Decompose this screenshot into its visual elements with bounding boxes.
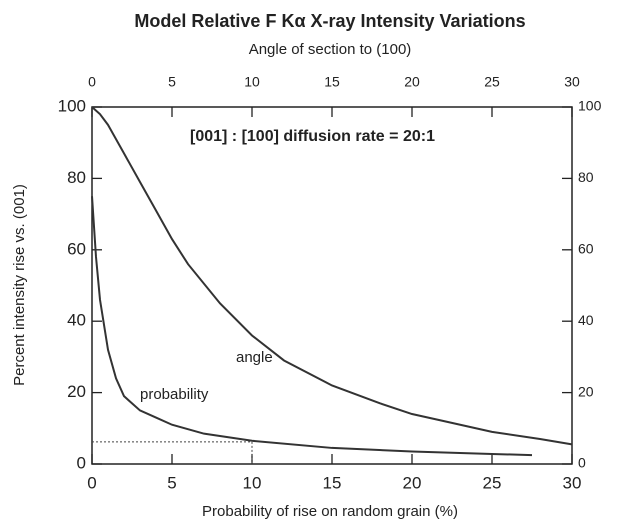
y-tick-label: 40 (67, 311, 86, 330)
y2-tick-label: 80 (578, 169, 594, 185)
y2-tick-label: 0 (578, 455, 586, 471)
y2-tick-label: 40 (578, 312, 594, 328)
x-tick-label: 15 (323, 473, 342, 492)
x2-tick-label: 15 (324, 74, 340, 90)
y-tick-label: 80 (67, 168, 86, 187)
y2-tick-label: 20 (578, 383, 594, 399)
x-tick-label: 5 (167, 473, 176, 492)
y-tick-label: 0 (77, 453, 86, 472)
x-tick-label: 0 (87, 473, 96, 492)
x-tick-label: 30 (563, 473, 582, 492)
x2-tick-label: 0 (88, 74, 96, 90)
x2-tick-label: 25 (484, 74, 500, 90)
y-tick-label: 100 (58, 96, 86, 115)
chart-title: Model Relative F Kα X-ray Intensity Vari… (134, 11, 525, 31)
x2-tick-label: 20 (404, 74, 420, 90)
x-tick-label: 25 (483, 473, 502, 492)
y2-tick-label: 100 (578, 98, 602, 114)
x-tick-label: 20 (403, 473, 422, 492)
series-label: angle (236, 349, 273, 366)
x2-axis-label: Angle of section to (100) (249, 41, 412, 58)
series-line (91, 106, 573, 446)
y-tick-label: 60 (67, 239, 86, 258)
x-tick-label: 10 (243, 473, 262, 492)
y-axis-label: Percent intensity rise vs. (001) (11, 184, 28, 386)
plot-frame (91, 106, 573, 465)
annotation: [001] : [100] diffusion rate = 20:1 (190, 128, 435, 145)
y-tick-label: 20 (67, 382, 86, 401)
x-axis-label: Probability of rise on random grain (%) (202, 503, 458, 520)
x2-tick-label: 30 (564, 74, 580, 90)
series-line (91, 196, 533, 457)
y2-tick-label: 60 (578, 241, 594, 257)
x2-tick-label: 5 (168, 74, 176, 90)
x2-tick-label: 10 (244, 74, 260, 90)
series-label: probability (140, 386, 209, 403)
